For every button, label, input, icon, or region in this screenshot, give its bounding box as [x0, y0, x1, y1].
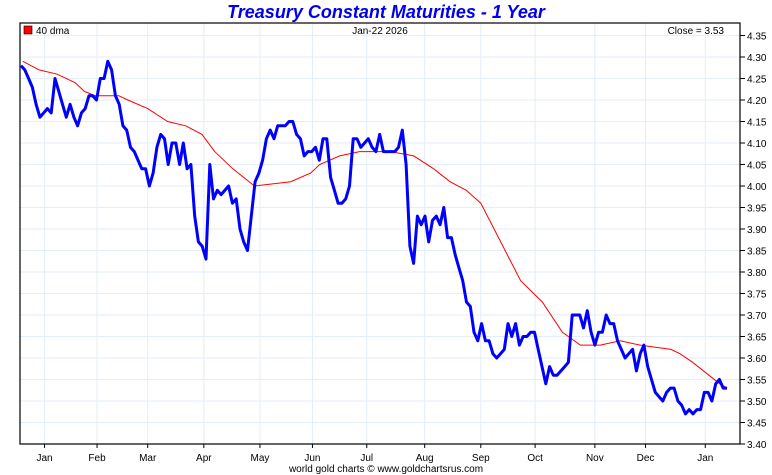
x-tick-label: Dec	[637, 453, 655, 464]
x-tick-label: Nov	[586, 453, 604, 464]
x-tick-label: Jul	[360, 453, 373, 464]
y-tick-label: 4.10	[747, 139, 767, 150]
y-tick-label: 4.00	[747, 182, 767, 193]
y-tick-label: 3.85	[747, 247, 767, 258]
y-tick-label: 4.30	[747, 53, 767, 64]
chart-title: Treasury Constant Maturities - 1 Year	[227, 2, 545, 22]
x-tick-label: Apr	[196, 453, 212, 464]
y-tick-label: 3.90	[747, 225, 767, 236]
x-tick-label: Jun	[304, 453, 320, 464]
legend-swatch-40dma	[23, 25, 33, 35]
y-tick-label: 4.05	[747, 161, 767, 172]
legend-label-40dma: 40 dma	[36, 26, 70, 37]
y-tick-label: 3.75	[747, 290, 767, 301]
y-tick-label: 3.65	[747, 333, 767, 344]
x-tick-label: Jan	[697, 453, 713, 464]
y-tick-label: 3.50	[747, 397, 767, 408]
x-tick-label: May	[251, 453, 270, 464]
y-tick-label: 4.35	[747, 32, 767, 43]
x-tick-label: Sep	[472, 453, 490, 464]
y-tick-label: 4.20	[747, 96, 767, 107]
series-line-1yr-yield	[19, 59, 727, 416]
footer-credit: world gold charts © www.goldchartsrus.co…	[288, 464, 483, 475]
y-axis: 3.40 3.45 3.50 3.55 3.60 3.65 3.70 3.75 3.80 3.85…	[740, 32, 767, 451]
close-label: Close = 3.53	[668, 26, 725, 37]
x-tick-label: Jan	[36, 453, 52, 464]
y-tick-label: 3.55	[747, 376, 767, 387]
y-tick-label: 4.15	[747, 118, 767, 129]
series-line-40dma	[22, 60, 728, 389]
y-tick-label: 3.80	[747, 268, 767, 279]
y-tick-label: 3.70	[747, 311, 767, 322]
x-tick-label: Feb	[88, 453, 106, 464]
y-tick-label: 3.60	[747, 354, 767, 365]
plot-frame	[19, 22, 741, 445]
y-tick-label: 3.45	[747, 419, 767, 430]
y-tick-label: 3.40	[747, 440, 767, 451]
y-tick-label: 3.95	[747, 204, 767, 215]
y-tick-label: 4.25	[747, 75, 767, 86]
date-label: Jan-22 2026	[352, 26, 408, 37]
x-tick-label: Oct	[527, 453, 543, 464]
x-tick-label: Aug	[416, 453, 434, 464]
grid	[20, 23, 740, 444]
x-tick-label: Mar	[139, 453, 157, 464]
x-axis: Jan Feb Mar Apr May Jun Jul Aug Sep Oct Nov Dec Jan	[36, 444, 713, 464]
